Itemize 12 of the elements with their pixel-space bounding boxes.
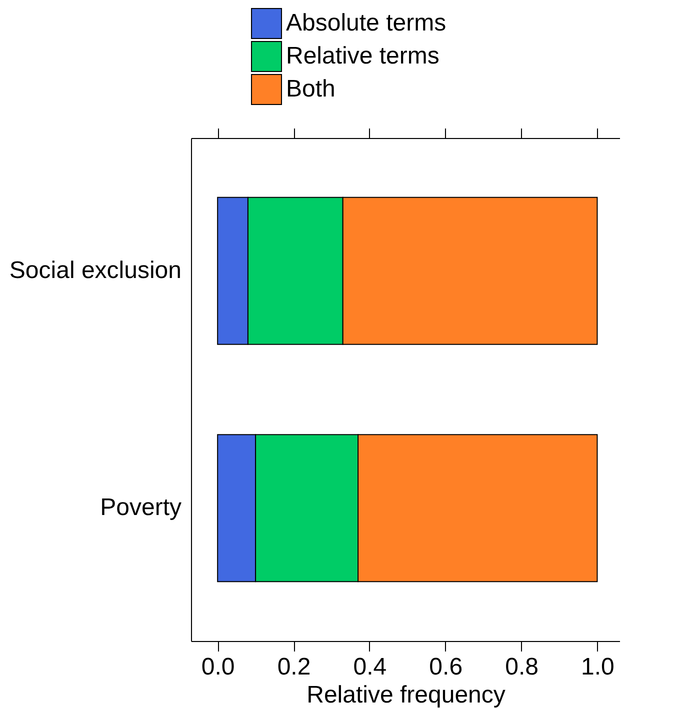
legend-label: Relative terms: [286, 42, 440, 70]
x-tick-label: 0.4: [353, 654, 387, 680]
x-tick-label: 1.0: [581, 654, 614, 680]
x-tick-label: 0.0: [201, 654, 235, 680]
legend-label: Absolute terms: [286, 10, 446, 36]
x-tick-label: 0.8: [505, 654, 538, 680]
x-axis-title: Relative frequency: [306, 682, 506, 708]
y-tick-label: Poverty: [100, 494, 182, 522]
x-tick-label: 0.6: [429, 654, 463, 680]
y-tick-label: Social exclusion: [9, 256, 182, 284]
x-tick-label: 0.2: [277, 654, 311, 680]
legend-label: Both: [286, 76, 336, 102]
